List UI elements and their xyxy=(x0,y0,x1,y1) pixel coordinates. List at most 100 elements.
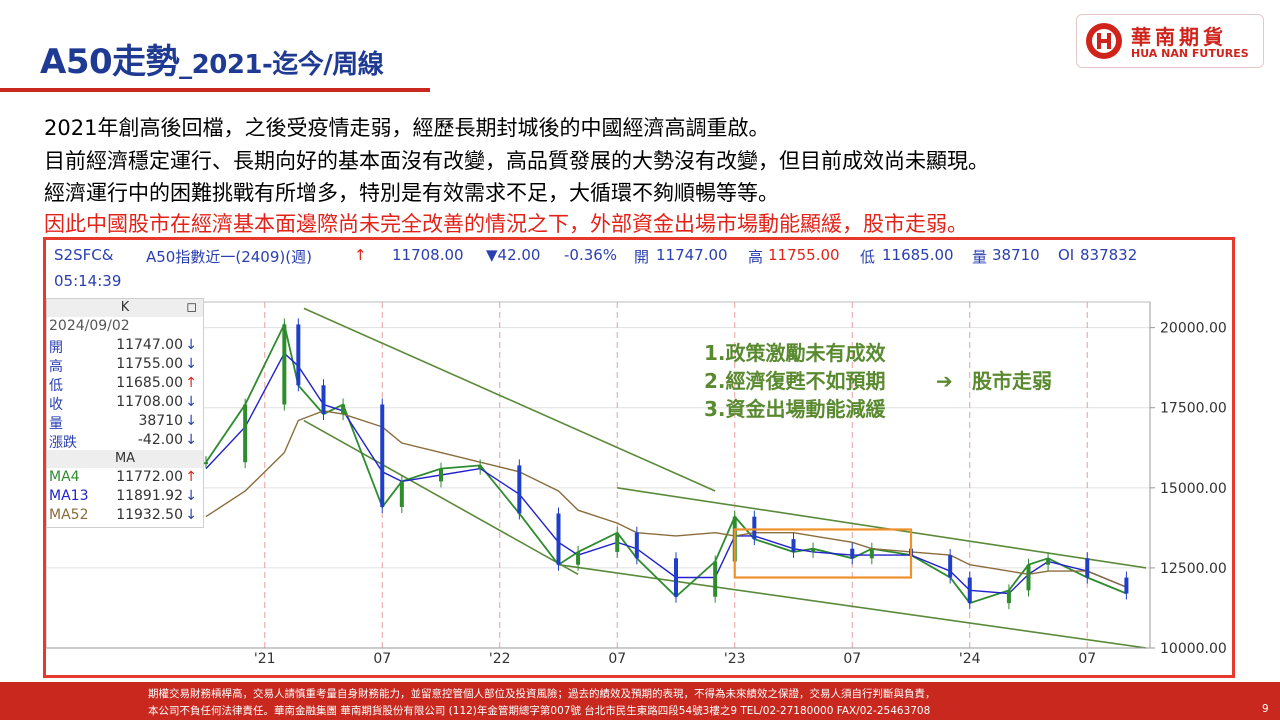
info-row: 開 11747.00 ↓ xyxy=(47,336,203,356)
commentary-line-4: 因此中國股市在經濟基本面邊際尚未完全改善的情況之下，外部資金出場市場動能顯緩，股… xyxy=(44,212,968,236)
candle-body xyxy=(615,532,620,552)
quote-pct: -0.36% xyxy=(564,246,618,264)
commentary-line-2: 目前經濟穩定運行、長期向好的基本面沒有改變，高品質發展的大勢沒有改變，但目前成效… xyxy=(44,149,989,173)
ma-row: MA4 11772.00 ↑ xyxy=(47,468,203,487)
info-header: K ◻ xyxy=(47,299,203,317)
info-value: 11708.00 xyxy=(116,394,183,410)
candle-body xyxy=(1006,590,1011,604)
candle-body xyxy=(1085,558,1090,578)
quote-change: ▼42.00 xyxy=(486,246,541,264)
price-chart: 20000.00 17500.00 15000.00 12500.00 10000.00… xyxy=(46,301,1227,666)
y-tick-label: 12500.00 xyxy=(1160,561,1227,577)
candle-body xyxy=(634,532,639,559)
candle-body xyxy=(674,558,678,597)
candle-body xyxy=(204,462,208,465)
y-tick-label: 15000.00 xyxy=(1160,481,1227,497)
candle-body xyxy=(478,465,483,469)
info-label: 漲跌 xyxy=(49,435,77,451)
quote-last: 11708.00 xyxy=(392,246,464,264)
info-arrow: ↓ xyxy=(185,356,197,372)
ma-row: MA13 11891.92 ↓ xyxy=(47,487,203,506)
candle-body xyxy=(243,404,248,463)
x-tick-label: '22 xyxy=(489,651,511,666)
commentary-line-1: 2021年創高後回檔，之後受疫情走弱，經歷長期封城後的中國經濟高調重啟。 xyxy=(44,116,770,140)
candle-body xyxy=(341,404,346,415)
candle-body xyxy=(1026,564,1031,591)
candle-body xyxy=(399,481,404,508)
page-title-main: A50走勢 xyxy=(40,42,180,82)
quote-arrow: ↑ xyxy=(354,246,367,264)
arrow-right-icon: ➔ xyxy=(936,369,953,393)
trendline xyxy=(303,419,579,576)
info-arrow: ↓ xyxy=(185,432,197,448)
candle-body xyxy=(282,324,287,405)
info-value: 11755.00 xyxy=(116,356,183,372)
info-value: 38710 xyxy=(138,413,183,429)
candle-body xyxy=(1046,558,1051,565)
info-arrow: ↓ xyxy=(185,337,197,353)
candle-body xyxy=(967,577,972,604)
x-tick-label: '24 xyxy=(959,651,981,666)
info-label: 開 xyxy=(49,340,63,356)
candle-body xyxy=(948,555,953,578)
x-tick-label: '21 xyxy=(254,651,276,666)
info-arrow: ↓ xyxy=(185,394,197,410)
page-title-sub: _2021-迄今/周線 xyxy=(179,50,384,80)
quote-symbol: S2SFC& xyxy=(54,246,114,264)
logo-text-en: HUA NAN FUTURES xyxy=(1131,47,1249,60)
candle-body xyxy=(380,404,385,508)
ma-arrow: ↑ xyxy=(185,469,197,485)
ma-label: MA13 xyxy=(49,488,89,504)
annotation-2: 2.經濟復甦不如預期 xyxy=(704,369,886,393)
y-tick-label: 17500.00 xyxy=(1160,401,1227,417)
x-tick-label: 07 xyxy=(373,651,391,666)
quote-bar: S2SFC& A50指數近一(2409)(週) ↑ 11708.00 ▼42.0… xyxy=(46,240,1232,296)
quote-open: 11747.00 xyxy=(656,246,728,264)
quote-oi-label: OI xyxy=(1058,246,1075,264)
annotation-3: 3.資金出場動能減緩 xyxy=(704,397,887,421)
info-label: 低 xyxy=(49,378,63,394)
ma-label: MA52 xyxy=(49,507,89,523)
candle-body xyxy=(752,516,757,540)
info-header-label: K xyxy=(120,300,130,315)
ma-arrow: ↓ xyxy=(185,488,197,504)
quote-oi: 837832 xyxy=(1080,246,1138,264)
quote-time: 05:14:39 xyxy=(54,272,122,290)
annotation-1: 1.政策激勵未有成效 xyxy=(704,341,886,365)
ma-arrow: ↓ xyxy=(185,507,197,523)
ma-label: MA4 xyxy=(49,469,80,485)
trendline xyxy=(303,307,716,492)
y-tick-label: 10000.00 xyxy=(1160,641,1227,657)
info-label: 收 xyxy=(49,397,63,413)
candle-body xyxy=(869,548,874,559)
plot-area xyxy=(46,301,1151,649)
x-tick-label: 07 xyxy=(843,651,861,666)
candle-body xyxy=(576,551,581,565)
restore-icon[interactable]: ◻ xyxy=(186,300,197,315)
quote-high: 11755.00 xyxy=(768,246,840,264)
candle-body xyxy=(850,548,855,559)
footer: 期權交易財務槓桿高，交易人請慎重考量自身財務能力，並留意控管個人部位及投資風險；… xyxy=(0,682,1280,720)
x-tick-label: '23 xyxy=(724,651,746,666)
info-row: 低 11685.00 ↑ xyxy=(47,374,203,394)
candle-body xyxy=(321,385,326,415)
ma-row: MA52 11932.50 ↓ xyxy=(47,506,203,525)
ma-header: MA xyxy=(47,450,203,468)
ma-header-label: MA xyxy=(114,451,136,466)
company-logo: 華南期貨 HUA NAN FUTURES xyxy=(1076,14,1264,68)
info-arrow: ↓ xyxy=(185,413,197,429)
candle-body xyxy=(556,513,561,565)
ma-value: 11932.50 xyxy=(116,507,183,523)
candle-body xyxy=(439,468,443,482)
quote-name: A50指數近一(2409)(週) xyxy=(146,248,312,266)
y-tick-label: 20000.00 xyxy=(1160,321,1227,337)
candle-body xyxy=(296,324,301,386)
info-label: 高 xyxy=(49,359,63,375)
info-row: 漲跌 -42.00 ↓ xyxy=(47,431,203,451)
info-value: 11685.00 xyxy=(116,375,183,391)
quote-open-label: 開 xyxy=(634,248,650,266)
info-label: 量 xyxy=(49,416,63,432)
info-value: 11747.00 xyxy=(116,337,183,353)
quote-vol: 38710 xyxy=(992,246,1040,264)
info-date-row: 2024/09/02 xyxy=(47,317,203,336)
